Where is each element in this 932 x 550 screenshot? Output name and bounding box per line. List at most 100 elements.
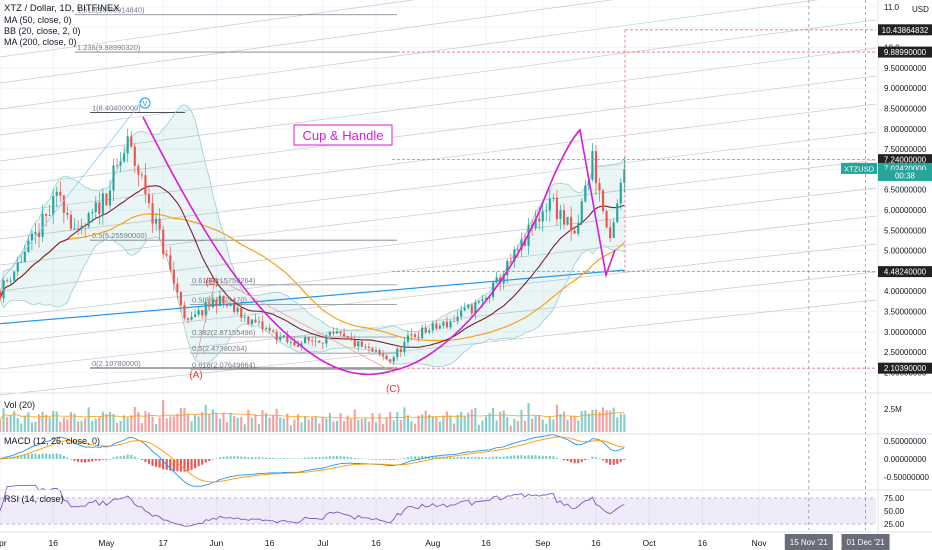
volume-bar bbox=[325, 418, 328, 432]
volume-bar bbox=[463, 416, 466, 432]
candle-body bbox=[225, 303, 229, 306]
volume-bar bbox=[421, 414, 424, 432]
indicator-ma50[interactable]: MA (50, close, 0) bbox=[4, 15, 72, 25]
candle-body bbox=[481, 299, 484, 302]
volume-bar bbox=[45, 414, 48, 432]
price-axis-tick: 6.00000000 bbox=[884, 206, 927, 215]
volume-bar bbox=[346, 415, 349, 432]
volume-bar bbox=[488, 412, 491, 432]
rsi-axis-tick: 75.00 bbox=[884, 494, 905, 503]
macd-histogram-bar bbox=[580, 459, 583, 462]
volume-bar bbox=[353, 409, 356, 432]
candle-body bbox=[421, 327, 424, 339]
macd-histogram-bar bbox=[243, 456, 246, 459]
volume-bar bbox=[460, 411, 463, 432]
volume-pane bbox=[0, 400, 626, 432]
symbol-title[interactable]: XTZ / Dollar, 1D, BITFINEX bbox=[4, 3, 120, 14]
macd-axis-tick: -0.50000000 bbox=[884, 473, 929, 482]
macd-histogram-bar bbox=[133, 456, 136, 459]
price-axis-tick: 11.0 bbox=[884, 3, 900, 12]
macd-histogram-bar bbox=[360, 458, 363, 459]
fan-line bbox=[0, 215, 877, 318]
title-box bbox=[293, 124, 393, 146]
volume-bar bbox=[374, 422, 378, 432]
volume-bar bbox=[59, 421, 62, 432]
bollinger-upper bbox=[0, 104, 625, 333]
time-axis-label: 17 bbox=[158, 538, 168, 548]
price-axis-tick: 3.00000000 bbox=[884, 328, 927, 337]
volume-bar bbox=[584, 410, 587, 432]
candle-body bbox=[367, 346, 370, 348]
candle-body bbox=[119, 161, 122, 166]
volume-bar bbox=[360, 418, 363, 432]
price-axis-tick: 4.00000000 bbox=[884, 287, 927, 296]
price-axis-tick: 3.50000000 bbox=[884, 308, 927, 317]
candle-body bbox=[229, 304, 232, 306]
volume-bar bbox=[619, 413, 622, 432]
time-axis-label: 16 bbox=[371, 538, 381, 548]
candle-body bbox=[62, 195, 65, 213]
macd-histogram-bar bbox=[616, 459, 619, 464]
macd-histogram-bar bbox=[552, 456, 555, 459]
candle-body bbox=[545, 210, 548, 212]
price-tag-bg bbox=[878, 162, 932, 174]
rsi-legend[interactable]: RSI (14, close) bbox=[4, 494, 64, 504]
volume-bar bbox=[492, 407, 495, 432]
candle-body bbox=[9, 280, 12, 282]
macd-histogram-bar bbox=[27, 454, 30, 459]
time-highlight-bg bbox=[784, 534, 833, 550]
candle-body bbox=[350, 337, 353, 340]
candle-body bbox=[52, 195, 55, 216]
volume-bar bbox=[318, 423, 321, 432]
candle-body bbox=[91, 212, 94, 214]
chart-title-text: Cup & Handle bbox=[303, 128, 384, 143]
candle-body bbox=[151, 203, 154, 224]
volume-bar bbox=[396, 412, 399, 432]
candle-body bbox=[130, 136, 133, 147]
candle-body bbox=[594, 151, 598, 184]
volume-bar bbox=[406, 415, 410, 432]
chart-grid bbox=[0, 0, 876, 530]
macd-histogram-bar bbox=[545, 456, 548, 459]
volume-bar bbox=[144, 411, 147, 432]
volume-bar bbox=[13, 411, 16, 432]
indicator-ma200[interactable]: MA (200, close, 0) bbox=[4, 37, 77, 47]
candle-body bbox=[204, 302, 207, 316]
macd-histogram-bar bbox=[268, 457, 271, 459]
fan-line bbox=[0, 75, 877, 188]
volume-bar bbox=[282, 418, 285, 432]
volume-bar bbox=[304, 415, 307, 432]
volume-bar bbox=[243, 424, 246, 432]
volume-bar bbox=[328, 412, 331, 432]
macd-histogram-bar bbox=[215, 458, 218, 460]
volume-bar bbox=[80, 420, 83, 432]
volume-bar bbox=[350, 419, 353, 432]
volume-bar bbox=[605, 410, 608, 432]
point-a-label: (A) bbox=[189, 370, 202, 381]
volume-legend[interactable]: Vol (20) bbox=[4, 400, 36, 410]
macd-histogram-bar bbox=[293, 458, 296, 459]
candle-body bbox=[112, 165, 115, 191]
volume-bar bbox=[126, 417, 129, 432]
macd-histogram-bar bbox=[431, 456, 434, 459]
time-highlight-label: 15 Nov '21 bbox=[790, 538, 829, 547]
candle-body bbox=[268, 328, 271, 331]
macd-histogram-bar bbox=[435, 456, 438, 459]
volume-bar bbox=[531, 418, 534, 432]
candle-body bbox=[155, 218, 158, 224]
indicator-bb[interactable]: BB (20, close, 2, 0) bbox=[4, 26, 81, 36]
time-axis-label: Nov bbox=[752, 538, 768, 548]
volume-bar bbox=[165, 418, 168, 432]
point-b-label: (B) bbox=[205, 277, 218, 288]
macd-legend[interactable]: MACD (12, 26, close, 0) bbox=[4, 436, 101, 446]
macd-histogram-bar bbox=[218, 457, 221, 459]
fan-line bbox=[0, 0, 614, 84]
macd-histogram-bar bbox=[140, 459, 143, 460]
candle-body bbox=[399, 348, 402, 353]
volume-bar bbox=[172, 416, 175, 432]
time-axis-label: 16 bbox=[48, 538, 58, 548]
macd-histogram-bar bbox=[158, 459, 161, 468]
macd-histogram-bar bbox=[601, 459, 605, 461]
candle-body bbox=[194, 314, 197, 317]
